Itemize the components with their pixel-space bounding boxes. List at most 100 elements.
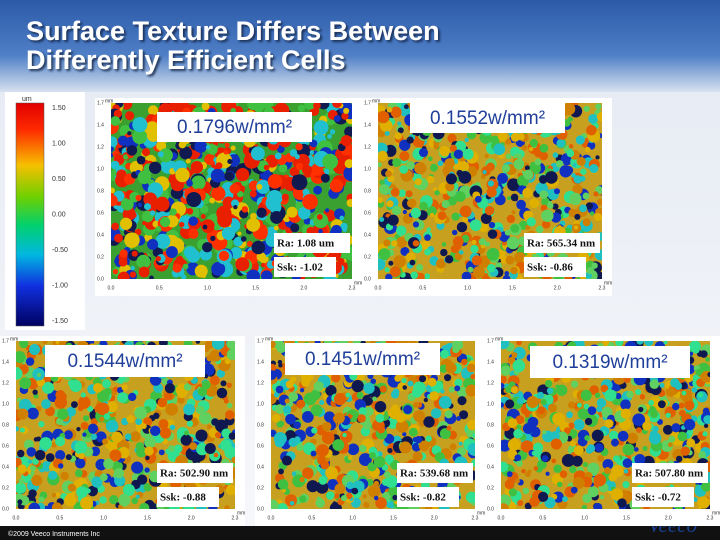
texture-grain xyxy=(396,236,408,248)
texture-grain xyxy=(322,421,332,432)
texture-grain xyxy=(397,127,404,134)
texture-grain xyxy=(516,341,522,346)
texture-grain xyxy=(385,273,393,279)
texture-grain xyxy=(136,155,146,165)
texture-grain xyxy=(113,109,122,118)
texture-grain xyxy=(486,187,497,198)
texture-grain xyxy=(406,136,414,144)
texture-grain xyxy=(281,455,293,466)
texture-grain xyxy=(148,161,162,174)
texture-grain xyxy=(684,418,696,431)
texture-grain xyxy=(406,161,415,170)
texture-grain xyxy=(568,422,575,429)
texture-grain xyxy=(124,232,140,248)
texture-grain xyxy=(571,173,576,178)
texture-grain xyxy=(34,449,46,461)
texture-grain xyxy=(149,210,156,216)
texture-grain xyxy=(510,266,518,275)
texture-grain xyxy=(478,238,486,246)
texture-grain xyxy=(378,248,391,261)
texture-grain xyxy=(395,420,409,433)
texture-grain xyxy=(31,475,43,487)
texture-grain xyxy=(105,419,119,433)
skewness-box xyxy=(157,487,219,507)
texture-grain xyxy=(494,194,506,206)
texture-grain xyxy=(633,447,639,452)
texture-grain xyxy=(383,471,391,479)
texture-grain xyxy=(583,105,590,112)
texture-grain xyxy=(517,133,525,141)
texture-grain xyxy=(587,406,597,416)
texture-grain xyxy=(309,150,314,155)
texture-grain xyxy=(297,206,311,220)
texture-grain xyxy=(567,116,573,122)
texture-grain xyxy=(340,222,348,231)
texture-grain xyxy=(273,391,280,398)
texture-grain xyxy=(459,410,469,420)
texture-grain xyxy=(506,214,516,224)
texture-grain xyxy=(325,385,337,397)
texture-grain xyxy=(458,441,463,446)
texture-grain xyxy=(584,146,591,153)
texture-grain xyxy=(299,495,307,503)
texture-grain xyxy=(510,224,520,233)
texture-grain xyxy=(129,271,137,278)
axis-unit: mm xyxy=(10,336,18,342)
texture-grain xyxy=(596,406,603,413)
y-tick-label: 1.4 xyxy=(2,359,9,365)
texture-grain xyxy=(38,420,45,428)
texture-grain xyxy=(122,207,136,221)
texture-grain xyxy=(229,183,240,195)
texture-grain xyxy=(648,399,655,406)
texture-grain xyxy=(430,163,439,172)
texture-grain xyxy=(586,124,597,136)
texture-grain xyxy=(604,389,617,402)
texture-grain xyxy=(65,454,72,461)
texture-grain xyxy=(521,468,526,474)
texture-grain xyxy=(346,481,354,490)
texture-grain xyxy=(506,236,520,250)
roughness-ra: Ra: 565.34 nm xyxy=(527,238,595,250)
texture-grain xyxy=(296,443,304,451)
texture-grain xyxy=(441,242,447,247)
texture-grain xyxy=(591,429,604,442)
texture-grain xyxy=(18,398,32,412)
texture-grain xyxy=(201,103,210,111)
texture-grain xyxy=(440,248,448,257)
texture-grain xyxy=(409,259,416,266)
texture-grain xyxy=(472,433,475,438)
texture-grain xyxy=(256,179,271,194)
texture-grain xyxy=(180,434,192,446)
texture-grain xyxy=(405,190,413,198)
texture-grain xyxy=(597,454,605,462)
texture-grain xyxy=(175,167,190,183)
texture-grain xyxy=(217,212,233,228)
texture-grain xyxy=(122,483,135,496)
texture-grain xyxy=(51,502,63,509)
texture-grain xyxy=(386,200,394,208)
texture-grain xyxy=(119,217,133,230)
texture-grain xyxy=(528,146,534,152)
texture-grain xyxy=(426,205,437,217)
texture-grain xyxy=(195,341,201,344)
texture-grain xyxy=(398,189,406,197)
x-tick-label: 1.5 xyxy=(623,515,630,521)
texture-grain xyxy=(107,436,112,441)
efficiency-label: 0.1544w/mm² xyxy=(67,351,182,372)
texture-grain xyxy=(649,430,656,436)
texture-grain xyxy=(96,402,110,416)
texture-grain xyxy=(324,411,335,423)
texture-grain xyxy=(119,249,128,258)
texture-grain xyxy=(256,183,263,190)
x-tick-label: 1.0 xyxy=(349,515,356,521)
texture-grain xyxy=(241,206,249,213)
texture-grain xyxy=(577,408,589,420)
texture-grain xyxy=(209,197,216,204)
texture-grain xyxy=(521,144,528,151)
texture-grain xyxy=(593,473,607,487)
texture-grain xyxy=(322,153,339,170)
texture-grain xyxy=(577,402,582,408)
y-tick-label: 1.2 xyxy=(97,144,104,150)
texture-grain xyxy=(19,341,29,349)
